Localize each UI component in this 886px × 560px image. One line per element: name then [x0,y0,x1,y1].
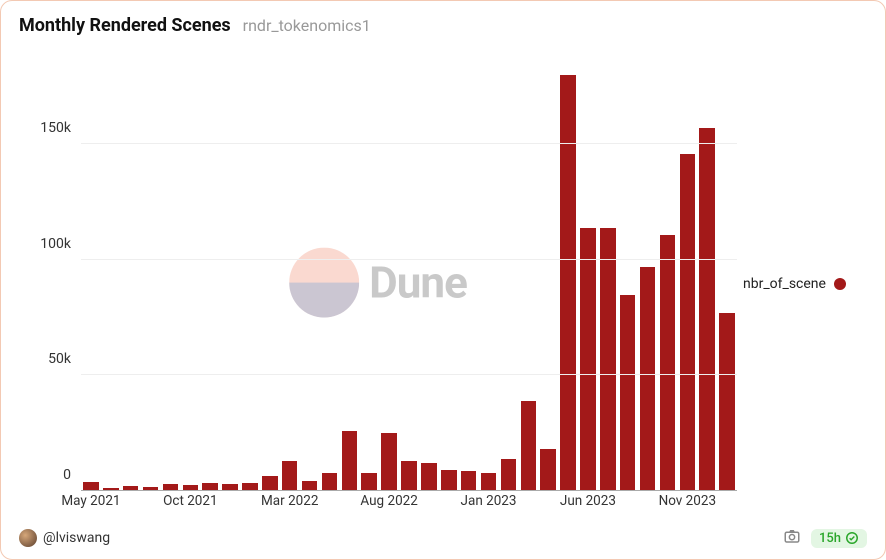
footer-right: 15h [783,527,867,549]
x-tick-label: Mar 2022 [261,493,318,509]
chart-body: Dune 050k100k150k May 2021Oct 2021Mar 20… [19,42,867,525]
bar[interactable] [680,154,696,491]
legend-item[interactable]: nbr_of_scene [743,276,846,292]
bar[interactable] [580,228,596,491]
chart-header: Monthly Rendered Scenes rndr_tokenomics1 [19,15,867,36]
gridline [81,374,737,375]
bar[interactable] [699,128,715,491]
bar[interactable] [361,473,377,491]
legend-dot-icon [834,278,846,290]
avatar-icon [19,529,37,547]
bar[interactable] [441,470,457,491]
y-tick-label: 50k [48,351,71,367]
gridline [81,259,737,260]
x-tick-label: Jun 2023 [560,493,616,509]
bar[interactable] [640,267,656,491]
bar[interactable] [501,459,517,491]
plot-region [81,52,737,491]
legend: nbr_of_scene [737,42,867,525]
bars-layer [81,52,737,491]
x-baseline [81,490,737,491]
bar[interactable] [481,473,497,491]
bar[interactable] [342,431,358,491]
bar[interactable] [540,449,556,491]
y-axis: 0 50k 100k 150k [19,52,77,491]
author-link[interactable]: @lviswang [19,529,110,547]
check-icon [845,531,859,545]
camera-icon[interactable] [783,527,801,549]
y-tick-label: 0 [63,467,71,483]
bar[interactable] [660,235,676,491]
bar[interactable] [282,461,298,491]
bar[interactable] [461,471,477,491]
chart-title: Monthly Rendered Scenes [19,15,231,36]
x-tick-label: Jan 2023 [461,493,517,509]
x-tick-label: Aug 2022 [360,493,417,509]
bar[interactable] [719,313,735,491]
author-handle: @lviswang [43,530,110,546]
bar[interactable] [560,75,576,491]
bar[interactable] [381,433,397,491]
x-axis: May 2021Oct 2021Mar 2022Aug 2022Jan 2023… [81,493,737,515]
chart-card: Monthly Rendered Scenes rndr_tokenomics1… [0,0,886,560]
badge-text: 15h [819,531,841,546]
y-tick-label: 100k [40,236,71,252]
bar[interactable] [600,228,616,491]
bar[interactable] [401,461,417,491]
y-tick-label: 150k [40,120,71,136]
chart-area: Dune 050k100k150k May 2021Oct 2021Mar 20… [19,42,737,525]
bar[interactable] [620,295,636,491]
chart-subtitle: rndr_tokenomics1 [243,16,371,35]
x-tick-label: Oct 2021 [163,493,217,509]
card-footer: @lviswang 15h [19,527,867,549]
bar[interactable] [322,473,338,491]
freshness-badge[interactable]: 15h [811,529,867,548]
gridline [81,143,737,144]
x-tick-label: Nov 2023 [659,493,716,509]
x-tick-label: May 2021 [61,493,120,509]
bar[interactable] [262,476,278,491]
bar[interactable] [421,463,437,491]
legend-label: nbr_of_scene [743,276,826,292]
bar[interactable] [521,401,537,491]
